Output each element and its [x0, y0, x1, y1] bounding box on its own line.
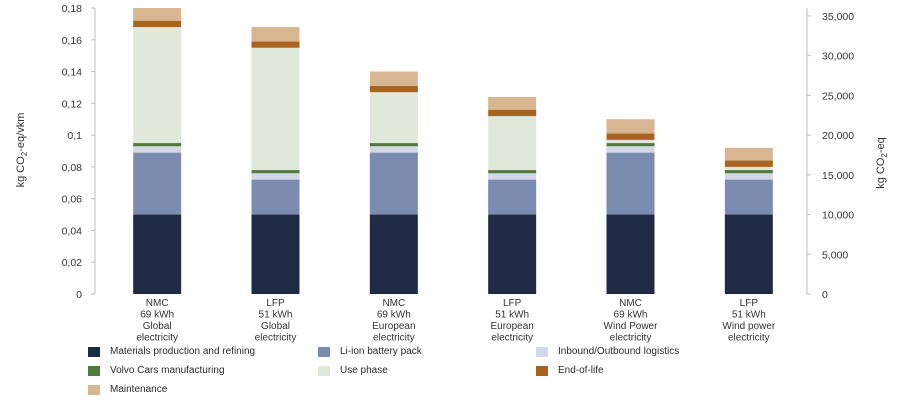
bar-segment-materials-production-and-refining-3	[488, 214, 537, 294]
left-y-axis-label: kg CO2-eq/vkm	[15, 113, 29, 188]
legend-swatch	[88, 365, 100, 376]
bar-segment-li-ion-battery-pack-2	[369, 152, 418, 215]
bar-segment-maintenance-5	[724, 147, 773, 161]
bar-segment-use-phase-4	[606, 139, 655, 144]
bar-segment-inbound-outbound-logistics-0	[133, 146, 182, 153]
category-label: NMC 69 kWh European electricity	[372, 298, 415, 344]
bar-segment-use-phase-1	[251, 47, 300, 171]
bar-segment-volvo-cars-manufacturing-4	[606, 143, 655, 147]
bar-segment-inbound-outbound-logistics-4	[606, 146, 655, 153]
legend-swatch	[536, 346, 548, 357]
bar-segment-volvo-cars-manufacturing-1	[251, 170, 300, 174]
legend-item-end-of-life: End-of-life	[536, 365, 604, 376]
legend-item-volvo-cars-manufacturing: Volvo Cars manufacturing	[88, 365, 225, 376]
left-tick-label: 0,02	[62, 257, 83, 269]
bar-segment-end-of-life-2	[369, 85, 418, 93]
bar-segment-materials-production-and-refining-0	[133, 214, 182, 294]
left-tick-label: 0,14	[62, 67, 83, 79]
right-tick-label: 30,000	[822, 51, 854, 63]
legend-item-maintenance: Maintenance	[88, 384, 167, 395]
legend-label: Use phase	[340, 365, 388, 376]
x-axis-labels: NMC 69 kWh Global electricity LFP 51 kWh Globa…	[136, 298, 776, 344]
bar-segment-volvo-cars-manufacturing-3	[488, 170, 537, 174]
category-label: LFP 51 kWh Wind power electricity	[722, 298, 775, 344]
left-tick-label: 0,18	[62, 3, 83, 15]
left-tick-label: 0	[76, 289, 82, 301]
bar-segment-inbound-outbound-logistics-3	[488, 173, 537, 180]
left-tick-label: 0,04	[62, 225, 83, 237]
legend-swatch	[318, 346, 330, 357]
category-label: NMC 69 kWh Global electricity	[136, 298, 178, 344]
bar-segment-inbound-outbound-logistics-5	[724, 173, 773, 180]
right-tick-label: 20,000	[822, 130, 854, 142]
right-tick-label: 25,000	[822, 90, 854, 102]
bar-segment-maintenance-4	[606, 119, 655, 134]
bar-segment-use-phase-3	[488, 116, 537, 171]
legend-label: Volvo Cars manufacturing	[110, 365, 225, 376]
bar-segment-materials-production-and-refining-5	[724, 214, 773, 294]
legend-item-li-ion-battery-pack: Li-ion battery pack	[318, 346, 422, 357]
bar-segment-li-ion-battery-pack-4	[606, 152, 655, 215]
bar-segment-use-phase-0	[133, 27, 182, 144]
right-tick-label: 10,000	[822, 210, 854, 222]
legend-item-use-phase: Use phase	[318, 365, 388, 376]
left-tick-label: 0,12	[62, 98, 83, 110]
category-label: NMC 69 kWh Wind Power electricity	[604, 298, 659, 344]
bar-segment-li-ion-battery-pack-1	[251, 179, 300, 215]
right-tick-label: 5,000	[822, 249, 848, 261]
bar-segment-materials-production-and-refining-4	[606, 214, 655, 294]
bar-segment-li-ion-battery-pack-5	[724, 179, 773, 215]
left-tick-label: 0,16	[62, 35, 83, 47]
left-tick-label: 0,1	[67, 130, 82, 142]
right-tick-label: 0	[822, 289, 828, 301]
stacked-bar-chart: 0 0,02 0,04 0,06 0,08 0,1 0,12 0,14 0,16 0,18 0 5,…	[15, 3, 889, 344]
legend-swatch	[88, 384, 100, 395]
bar-segment-maintenance-2	[369, 71, 418, 86]
bar-segment-maintenance-0	[133, 8, 182, 21]
legend-swatch	[318, 365, 330, 376]
bar-segment-use-phase-2	[369, 92, 418, 144]
right-y-axis: 0 5,000 10,000 15,000 20,000 25,000 30,000 35,0…	[806, 8, 854, 301]
bar-segment-volvo-cars-manufacturing-2	[369, 143, 418, 147]
category-label: LFP 51 kWh European electricity	[490, 298, 533, 344]
right-tick-label: 35,000	[822, 11, 854, 23]
bar-segment-inbound-outbound-logistics-1	[251, 173, 300, 180]
legend-swatch	[88, 346, 100, 357]
legend-label: Inbound/Outbound logistics	[558, 346, 680, 357]
bar-segment-volvo-cars-manufacturing-5	[724, 170, 773, 174]
left-tick-label: 0,08	[62, 162, 83, 174]
bar-segment-materials-production-and-refining-1	[251, 214, 300, 294]
legend-label: Li-ion battery pack	[340, 346, 422, 357]
bar-segment-volvo-cars-manufacturing-0	[133, 143, 182, 147]
legend-swatch	[536, 365, 548, 376]
bar-segment-end-of-life-5	[724, 160, 773, 167]
bar-segment-use-phase-5	[724, 166, 773, 171]
bars-group	[133, 8, 773, 294]
legend-label: Maintenance	[110, 384, 168, 395]
bar-segment-li-ion-battery-pack-0	[133, 152, 182, 215]
right-tick-label: 15,000	[822, 170, 854, 182]
bar-segment-end-of-life-0	[133, 20, 182, 28]
bar-segment-end-of-life-3	[488, 109, 537, 117]
legend-label: End-of-life	[558, 365, 604, 376]
bar-segment-maintenance-1	[251, 27, 300, 42]
legend-item-materials-production-and-refining: Materials production and refining	[88, 346, 255, 357]
right-y-axis-label: kg CO2-eq	[875, 137, 889, 189]
bar-segment-inbound-outbound-logistics-2	[369, 146, 418, 153]
legend-label: Materials production and refining	[110, 346, 256, 357]
bar-segment-li-ion-battery-pack-3	[488, 179, 537, 215]
bar-segment-maintenance-3	[488, 96, 537, 110]
category-label: LFP 51 kWh Global electricity	[255, 298, 297, 344]
bar-segment-end-of-life-1	[251, 41, 300, 48]
left-tick-label: 0,06	[62, 194, 83, 206]
bar-segment-end-of-life-4	[606, 133, 655, 140]
bar-segment-materials-production-and-refining-2	[369, 214, 418, 294]
legend-item-inbound-outbound-logistics: Inbound/Outbound logistics	[536, 346, 679, 357]
left-y-axis: 0 0,02 0,04 0,06 0,08 0,1 0,12 0,14 0,16 0,18	[62, 3, 96, 301]
